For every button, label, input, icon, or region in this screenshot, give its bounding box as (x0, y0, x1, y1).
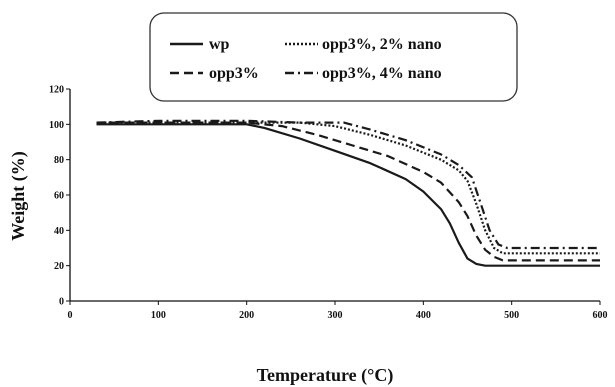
legend: wp opp3% opp3%, 2% nano opp3%, 4% nano (149, 12, 518, 102)
y-tick-label: 60 (54, 191, 64, 202)
axis-ticks: 0 100 200 300 400 500 600 0 20 40 60 80 100 120 (49, 85, 608, 322)
y-tick-label: 80 (54, 155, 64, 166)
legend-label-4: opp3%, 4% nano (322, 65, 442, 82)
series-line-4 (96, 119, 600, 250)
x-axis-label: Temperature (°C) (257, 365, 394, 386)
legend-label-2: opp3% (209, 65, 259, 82)
x-tick-label: 100 (151, 310, 166, 321)
y-tick-label: 20 (54, 261, 64, 272)
x-tick-label: 0 (68, 310, 73, 321)
y-tick-label: 120 (49, 85, 64, 96)
y-tick-label: 100 (49, 120, 64, 131)
x-tick-label: 500 (504, 310, 519, 321)
y-tick-label: 40 (54, 226, 64, 237)
x-tick-label: 200 (239, 310, 254, 321)
x-tick-label: 400 (416, 310, 431, 321)
x-tick-label: 600 (593, 310, 608, 321)
series-line-1 (96, 123, 600, 267)
legend-box (149, 12, 518, 102)
series-layer (96, 119, 600, 267)
series-line-2 (96, 121, 600, 262)
y-axis-label: Weight (%) (8, 151, 29, 241)
x-tick-label: 300 (328, 310, 343, 321)
legend-label-3: opp3%, 2% nano (322, 36, 442, 53)
y-tick-label: 0 (59, 297, 64, 308)
legend-label-1: wp (209, 36, 230, 53)
